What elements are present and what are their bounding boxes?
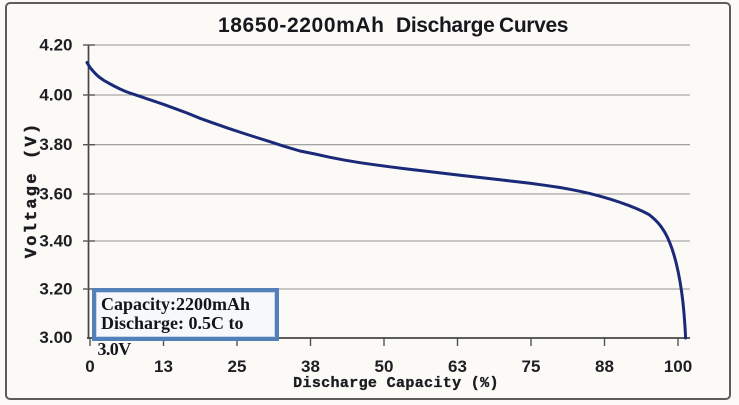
svg-text:3.00: 3.00 [39, 328, 72, 347]
svg-text:4.00: 4.00 [39, 86, 72, 105]
svg-text:13: 13 [154, 357, 173, 376]
svg-text:Discharge Capacity (%): Discharge Capacity (%) [293, 375, 499, 392]
svg-text:50: 50 [375, 357, 394, 376]
svg-text:3.80: 3.80 [39, 135, 72, 154]
svg-text:0: 0 [85, 357, 94, 376]
svg-text:4.20: 4.20 [39, 36, 72, 55]
svg-text:88: 88 [595, 357, 614, 376]
svg-text:75: 75 [522, 357, 541, 376]
svg-text:63: 63 [448, 357, 467, 376]
svg-text:3.40: 3.40 [39, 232, 72, 251]
svg-text:3.20: 3.20 [39, 280, 72, 299]
svg-text:100: 100 [664, 357, 692, 376]
svg-text:3.60: 3.60 [39, 185, 72, 204]
svg-text:38: 38 [301, 357, 320, 376]
svg-text:25: 25 [228, 357, 247, 376]
svg-text:Voltage (V): Voltage (V) [23, 122, 42, 258]
